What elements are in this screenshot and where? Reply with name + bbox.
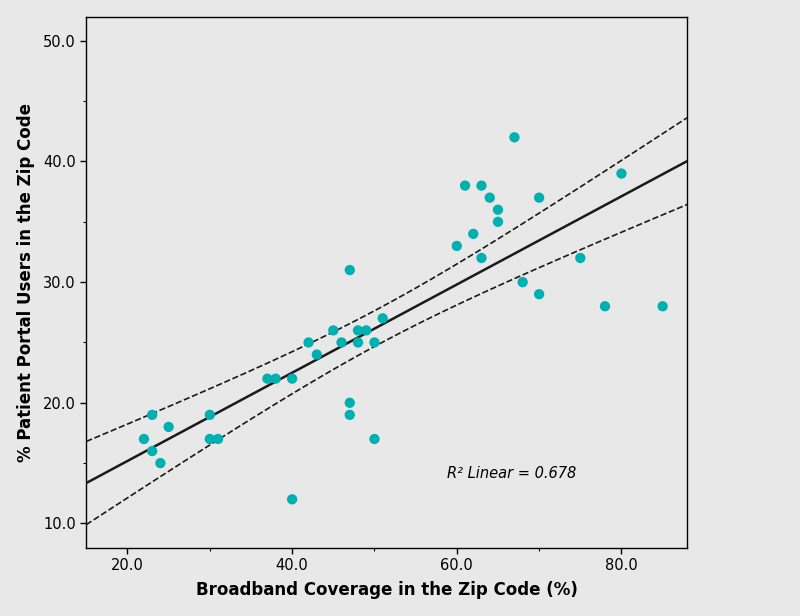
Point <box>270 374 282 384</box>
Point <box>491 205 504 214</box>
Point <box>368 338 381 347</box>
Point <box>146 410 158 419</box>
Point <box>286 374 298 384</box>
Point <box>475 180 488 190</box>
Point <box>508 132 521 142</box>
Y-axis label: % Patient Portal Users in the Zip Code: % Patient Portal Users in the Zip Code <box>17 103 34 461</box>
Point <box>450 241 463 251</box>
Point <box>351 338 364 347</box>
Point <box>203 410 216 419</box>
Point <box>656 301 669 311</box>
Point <box>615 169 628 179</box>
Point <box>376 314 389 323</box>
Point <box>146 446 158 456</box>
Point <box>533 290 546 299</box>
Point <box>368 434 381 444</box>
Point <box>598 301 611 311</box>
Point <box>154 458 166 468</box>
Point <box>475 253 488 263</box>
Point <box>286 495 298 505</box>
Point <box>310 350 323 360</box>
Point <box>162 422 175 432</box>
Text: R² Linear = 0.678: R² Linear = 0.678 <box>447 466 576 480</box>
Point <box>203 434 216 444</box>
X-axis label: Broadband Coverage in the Zip Code (%): Broadband Coverage in the Zip Code (%) <box>196 582 578 599</box>
Point <box>483 193 496 203</box>
Point <box>343 265 356 275</box>
Point <box>343 398 356 408</box>
Point <box>491 217 504 227</box>
Point <box>467 229 480 239</box>
Point <box>261 374 274 384</box>
Point <box>302 338 315 347</box>
Point <box>138 434 150 444</box>
Point <box>516 277 529 287</box>
Point <box>335 338 348 347</box>
Point <box>574 253 586 263</box>
Point <box>458 180 471 190</box>
Point <box>351 325 364 335</box>
Point <box>343 410 356 419</box>
Point <box>327 325 340 335</box>
Point <box>360 325 373 335</box>
Point <box>212 434 225 444</box>
Point <box>533 193 546 203</box>
